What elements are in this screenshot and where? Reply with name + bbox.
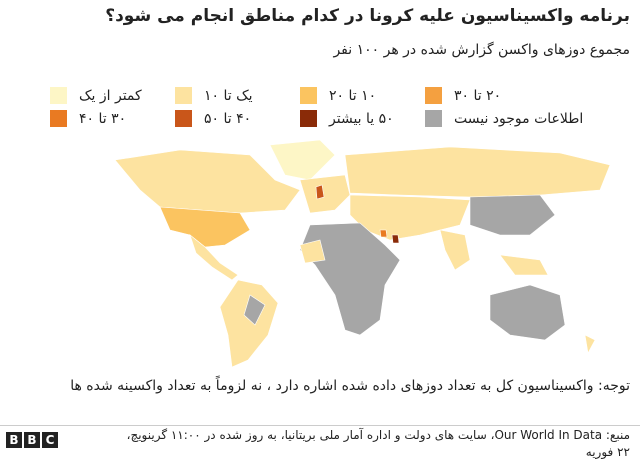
region [439, 229, 471, 271]
legend-label: ۲۰ تا ۳۰ [454, 87, 502, 104]
legend-label: یک تا ۱۰ [204, 87, 253, 104]
region [269, 139, 336, 181]
legend-swatch [300, 87, 317, 104]
legend-swatch [50, 110, 67, 127]
legend-swatch [50, 87, 67, 104]
legend-swatch [300, 110, 317, 127]
legend-item: ۵۰ یا بیشتر [300, 110, 394, 127]
legend-item: یک تا ۱۰ [175, 87, 253, 104]
legend-swatch [175, 87, 192, 104]
region [489, 284, 566, 341]
legend-item: کمتر از یک [50, 87, 142, 104]
region [499, 254, 549, 276]
divider [0, 425, 640, 426]
legend-swatch [425, 87, 442, 104]
region [469, 194, 556, 236]
region [299, 174, 351, 214]
region [315, 184, 325, 200]
region [299, 222, 401, 336]
legend-label: اطلاعات موجود نیست [454, 110, 584, 127]
title: برنامه واکسیناسیون علیه کرونا در کدام من… [105, 6, 630, 26]
subtitle: مجموع دوزهای واکسن گزارش شده در هر ۱۰۰ ن… [333, 42, 630, 58]
source: منبع: Our World In Data، سایت های دولت و… [126, 428, 630, 459]
legend-item: ۱۰ تا ۲۰ [300, 87, 376, 104]
legend-label: ۴۰ تا ۵۰ [204, 110, 252, 127]
legend-label: ۳۰ تا ۴۰ [79, 110, 127, 127]
legend-label: ۵۰ یا بیشتر [329, 110, 394, 127]
logo-letter: C [42, 432, 58, 448]
region [219, 279, 279, 368]
legend-swatch [175, 110, 192, 127]
region [159, 206, 251, 248]
legend-label: ۱۰ تا ۲۰ [329, 87, 377, 104]
region [114, 149, 301, 214]
region [584, 334, 596, 354]
legend-item: اطلاعات موجود نیست [425, 110, 583, 127]
world-map [114, 139, 611, 368]
region [391, 234, 400, 244]
region [344, 146, 611, 198]
region [299, 239, 326, 264]
legend-item: ۴۰ تا ۵۰ [175, 110, 251, 127]
legend-item: ۲۰ تا ۳۰ [425, 87, 501, 104]
region [243, 294, 266, 326]
note: توجه: واکسیناسیون کل به تعداد دوزهای داد… [70, 378, 630, 394]
legend-swatch [425, 110, 442, 127]
logo-letter: B [6, 432, 22, 448]
legend-label: کمتر از یک [79, 87, 142, 104]
region [189, 234, 239, 281]
legend-item: ۳۰ تا ۴۰ [50, 110, 126, 127]
region [349, 194, 471, 241]
region [379, 229, 388, 238]
logo-letter: B [24, 432, 40, 448]
